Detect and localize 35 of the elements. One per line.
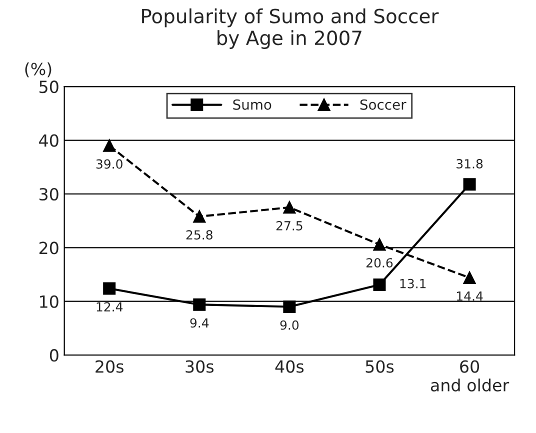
point — [463, 178, 476, 191]
y-tick-label: 50 — [40, 80, 58, 94]
point — [283, 300, 296, 313]
data-label: 14.4 — [456, 292, 483, 301]
point — [283, 201, 296, 214]
x-tick-label: 60 and older — [430, 360, 510, 392]
data-label: 25.8 — [186, 230, 212, 240]
y-tick-label: 40 — [39, 134, 58, 147]
y-tick-label: 0 — [50, 349, 58, 362]
x-tick-label: 40s — [275, 360, 304, 373]
y-axis-title: (%) — [25, 62, 52, 78]
y-tick-label: 30 — [40, 188, 58, 201]
point — [193, 210, 206, 223]
point — [463, 271, 476, 284]
data-label: 12.4 — [96, 302, 123, 312]
point — [193, 298, 206, 311]
data-label: 20.6 — [366, 258, 393, 268]
data-label: 13.1 — [400, 278, 426, 288]
point — [373, 238, 386, 251]
data-label: 27.5 — [276, 221, 302, 230]
point — [103, 139, 116, 152]
point — [373, 278, 386, 291]
data-label: 9.0 — [280, 320, 299, 330]
legend-label: Soccer — [360, 99, 406, 110]
point — [103, 282, 116, 295]
legend-label: Sumo — [233, 99, 272, 110]
x-tick-label: 20s — [96, 360, 124, 373]
data-label: 39.0 — [96, 159, 122, 169]
y-tick-label: 10 — [40, 295, 58, 308]
y-tick-label: 20 — [39, 242, 58, 254]
x-tick-label: 30s — [186, 360, 214, 373]
chart-title: Popularity of Sumo and Soccer by Age in 2007 — [142, 8, 439, 49]
data-label: 31.8 — [456, 159, 483, 168]
x-tick-label: 50s — [366, 360, 394, 373]
data-label: 9.4 — [190, 318, 209, 328]
